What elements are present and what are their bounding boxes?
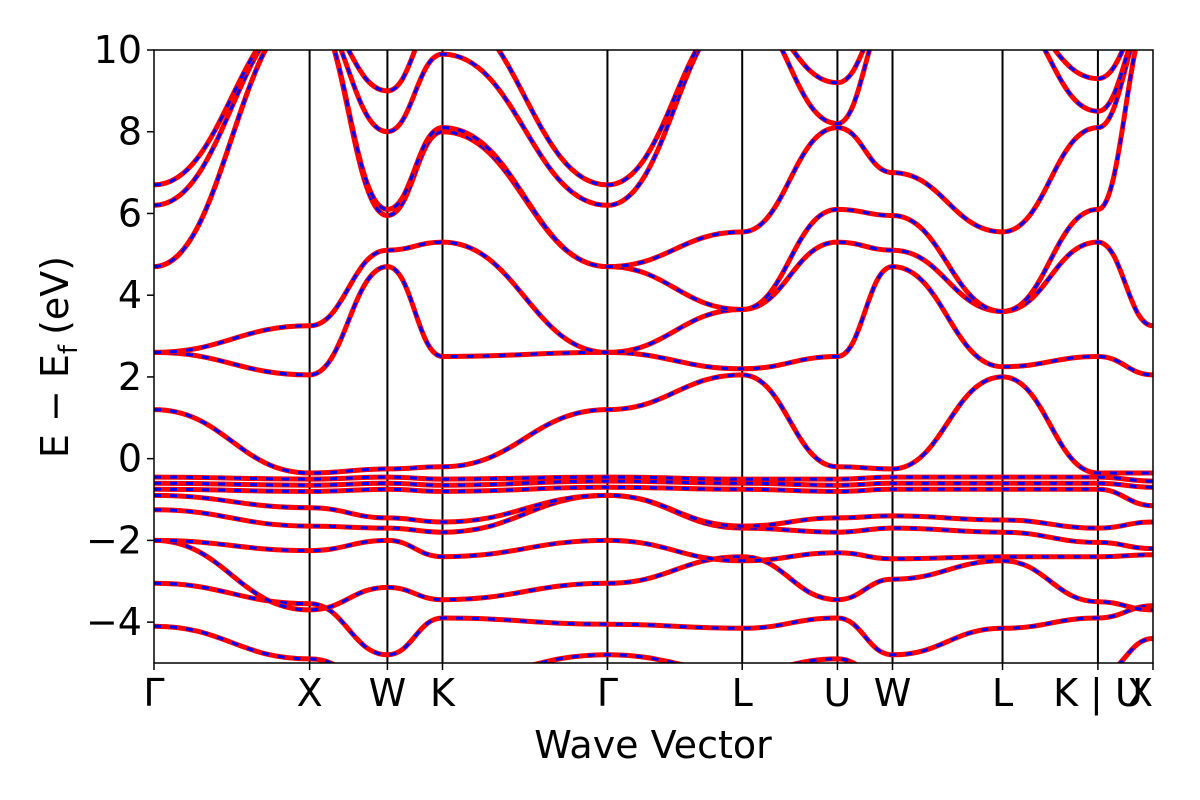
x-tick-label: Γ	[597, 671, 618, 715]
x-tick-label: K	[430, 671, 456, 715]
band-line-overlay	[154, 538, 1153, 563]
band-lines	[154, 50, 1153, 663]
x-tick-label: X	[1127, 671, 1153, 715]
band-line-overlay	[154, 493, 1153, 530]
y-tick-label: −4	[86, 600, 142, 644]
x-tick-label: W	[874, 671, 912, 715]
y-axis-ticks: 10 8 6 4 2 0 −2 −4	[86, 28, 154, 644]
x-tick-label: L	[992, 671, 1013, 715]
y-tick-label: 8	[118, 110, 142, 154]
x-tick-label: K | U	[1053, 671, 1143, 716]
band-line-overlay	[154, 50, 1125, 187]
band-line-overlay	[154, 485, 1153, 508]
band-line	[154, 239, 1153, 355]
x-tick-label: L	[732, 671, 753, 715]
y-tick-label: −2	[86, 518, 142, 562]
band-line-overlay	[154, 373, 1153, 475]
band-line	[154, 50, 1138, 314]
y-tick-label: 0	[118, 437, 142, 481]
y-axis-title: E − Ef (eV)	[33, 256, 84, 458]
plot-frame	[153, 49, 1154, 664]
y-tick-label: 10	[94, 28, 142, 72]
y-tick-label: 4	[118, 273, 142, 317]
y-axis-title-main: E − E	[33, 354, 77, 458]
x-tick-label: U	[824, 671, 852, 715]
band-line-overlay	[154, 475, 1153, 483]
x-axis-title: Wave Vector	[534, 723, 772, 767]
band-line-overlay	[154, 265, 1153, 377]
y-tick-label: 2	[118, 355, 142, 399]
y-axis-title-subscript: f	[54, 344, 84, 354]
y-tick-label: 6	[118, 191, 142, 235]
x-tick-label: X	[297, 671, 323, 715]
x-tick-label: W	[369, 671, 407, 715]
band-line-overlay	[154, 493, 1153, 551]
y-axis-title-unit: (eV)	[33, 256, 77, 335]
band-line-overlay	[154, 581, 1153, 657]
band-line-overlay	[154, 479, 1153, 489]
band-line-overlay	[154, 50, 1132, 269]
x-tick-label: Γ	[143, 671, 164, 715]
